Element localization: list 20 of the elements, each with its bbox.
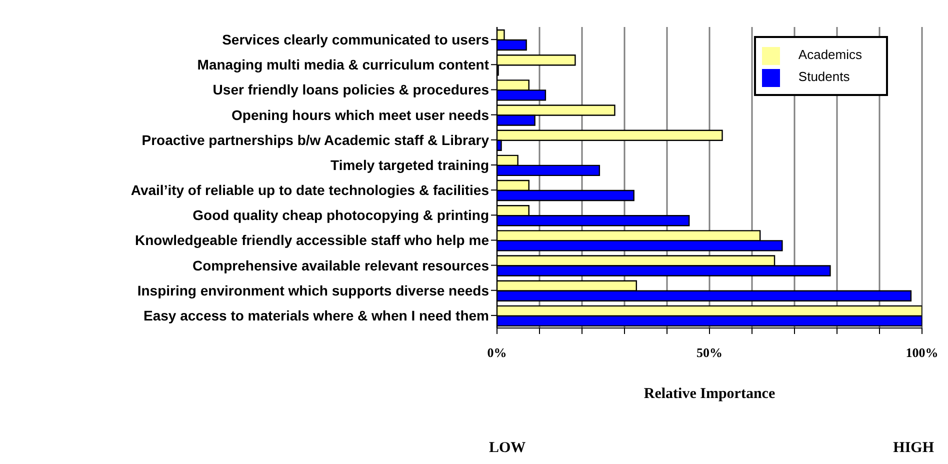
y-tick-label: User friendly loans policies & procedures — [212, 82, 490, 98]
y-tick-label: Opening hours which meet user needs — [232, 106, 490, 123]
y-tick-label: Knowledgeable friendly accessible staff who help me — [135, 232, 490, 248]
y-tick-label: Good quality cheap photocopying & printing — [192, 207, 489, 224]
legend-label: Academics — [798, 47, 862, 62]
text: HIGH — [893, 440, 934, 457]
y-tick-label: Timely targeted training — [330, 156, 489, 173]
y-tick-label: Avail’ity of reliable up to date technologies & facilities — [130, 182, 490, 198]
y-tick-label: Easy access to materials where & when I need them — [144, 307, 489, 324]
x-axis-title: Relative Importance — [644, 386, 776, 402]
text: LOW — [489, 440, 526, 457]
x-tick-label: 50% — [696, 345, 722, 360]
y-tick-label: Managing multi media & curriculum content — [197, 56, 490, 73]
y-tick-label: Comprehensive available relevant resources — [192, 257, 490, 274]
y-tick-label: Services clearly communicated to users — [222, 32, 490, 48]
y-tick-label: Proactive partnerships b/w Academic staff & Library — [142, 132, 490, 148]
legend-label: Students — [798, 69, 850, 84]
x-tick-label: 0% — [487, 345, 507, 360]
y-tick-label: Inspiring environment which supports diverse needs — [137, 282, 490, 298]
x-tick-label: 100% — [906, 345, 938, 360]
